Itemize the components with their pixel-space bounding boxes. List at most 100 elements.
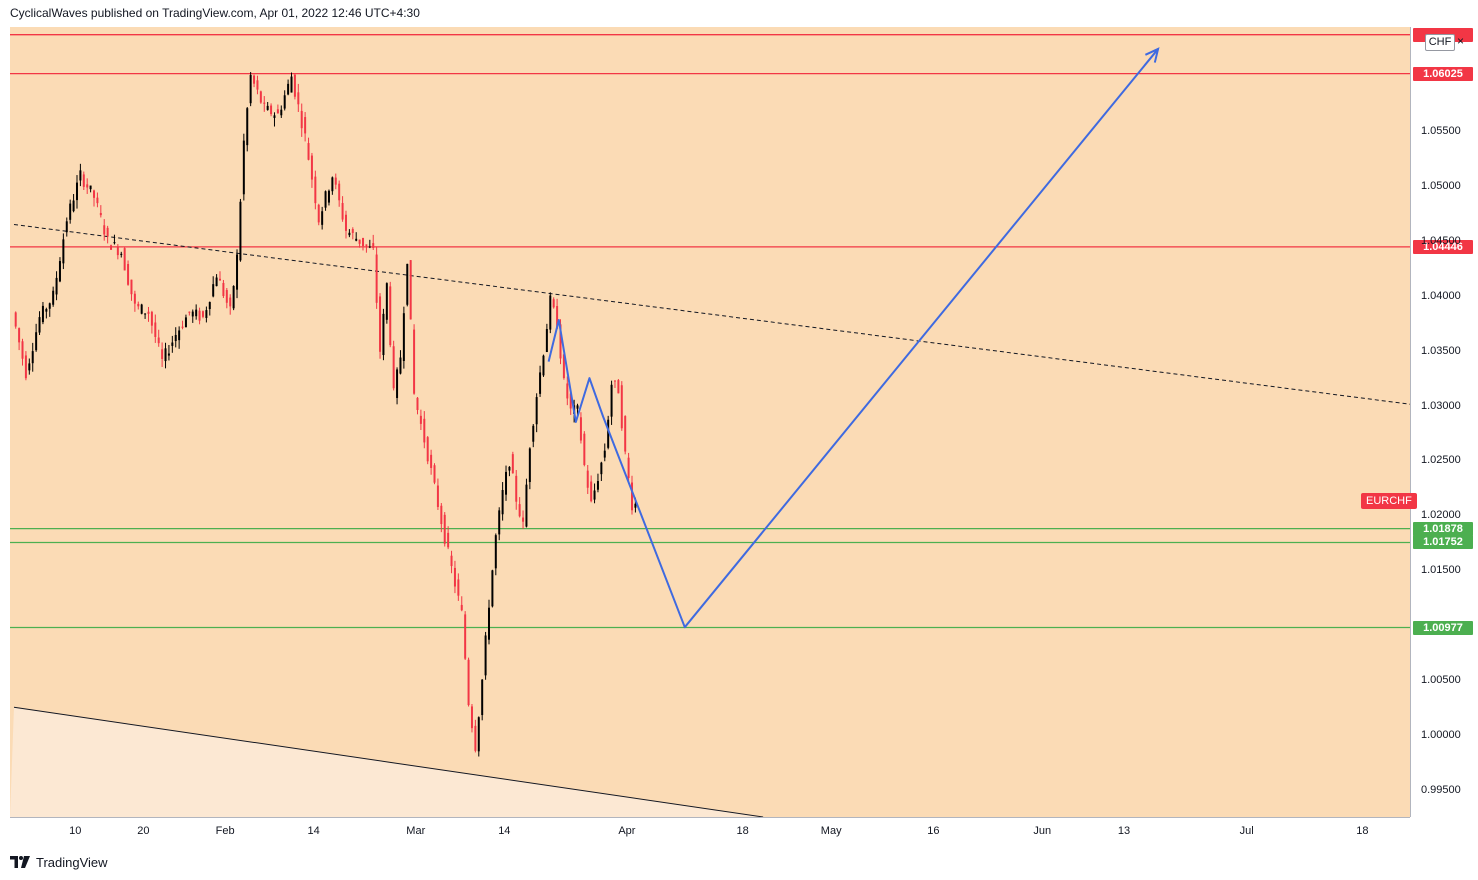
candle-body — [443, 514, 446, 544]
candle-body — [106, 227, 109, 237]
candle-body — [576, 405, 579, 409]
price-tick-label: 1.04000 — [1421, 289, 1461, 302]
candle-body — [365, 244, 368, 246]
candle-body — [474, 725, 477, 751]
candle-body — [505, 471, 508, 495]
candle-body — [583, 433, 586, 465]
time-tick-label: Feb — [215, 825, 235, 837]
candle-body — [436, 485, 439, 507]
candle-body — [600, 462, 603, 475]
candle-body — [338, 183, 341, 201]
close-icon[interactable]: × — [1457, 34, 1465, 48]
candle-body — [348, 232, 351, 236]
candle-body — [52, 290, 55, 305]
time-tick-label: 18 — [1356, 825, 1369, 837]
candle-body — [515, 475, 518, 502]
price-tick-label: 1.00000 — [1421, 728, 1461, 741]
level-price-label: 1.01878 — [1413, 521, 1473, 536]
candle-body — [184, 317, 187, 328]
candle-body — [18, 328, 21, 343]
candle-body — [413, 329, 416, 394]
candle-body — [327, 190, 330, 203]
candle-body — [368, 246, 371, 248]
footer-branding[interactable]: TradingView — [10, 852, 108, 872]
candle-body — [137, 303, 140, 307]
time-tick-label: 14 — [307, 825, 320, 837]
price-tick-label: 0.99500 — [1421, 783, 1461, 796]
candle-body — [205, 310, 208, 318]
candle-body — [89, 185, 92, 190]
level-price-label: 1.00977 — [1413, 620, 1473, 635]
solid-trendline[interactable] — [13, 706, 764, 817]
currency-badge[interactable]: CHF — [1425, 34, 1455, 51]
candle-body — [610, 384, 613, 417]
candle-body — [280, 109, 283, 116]
time-axis[interactable]: 10 20 Feb 14 Mar 14 Apr 18 May 16 Jun 13 Jul 18 — [10, 817, 1410, 846]
candle-body — [525, 484, 528, 527]
candle-body — [164, 348, 167, 362]
candle-body — [423, 418, 426, 443]
candle-body — [498, 510, 501, 535]
candle-body — [484, 635, 487, 676]
candle-body — [406, 263, 409, 305]
trendlines — [13, 224, 1410, 817]
candle-body — [508, 466, 511, 471]
candle-body — [549, 295, 552, 330]
candle-body — [494, 535, 497, 569]
candle-body — [41, 305, 44, 323]
candle-body — [273, 115, 276, 118]
price-axis[interactable]: 1.06025 1.04446 1.01878 1.01752 1.00977 0.995… — [1410, 27, 1478, 817]
candle-body — [287, 83, 290, 95]
candle-body — [522, 517, 525, 522]
candle-body — [539, 372, 542, 394]
candle-body — [270, 105, 273, 115]
candle-body — [72, 200, 75, 212]
candle-body — [290, 76, 293, 93]
candle-body — [426, 437, 429, 462]
candle-body — [293, 74, 296, 97]
candle-body — [297, 92, 300, 105]
candle-body — [511, 454, 514, 474]
candle-body — [607, 419, 610, 448]
candle-body — [491, 570, 494, 607]
candle-body — [355, 238, 358, 241]
candle-body — [195, 309, 198, 317]
candle-body — [133, 293, 136, 304]
candle-body — [198, 310, 201, 321]
candle-body — [150, 311, 153, 326]
chart-background — [10, 27, 1410, 817]
candle-body — [123, 248, 126, 271]
candle-body — [566, 383, 569, 399]
candle-body — [147, 311, 150, 314]
candle-body — [144, 313, 147, 315]
candle-body — [603, 450, 606, 458]
price-chart[interactable] — [10, 27, 1410, 817]
candle-body — [229, 297, 232, 307]
candle-body — [79, 170, 82, 181]
candle-body — [317, 204, 320, 223]
candle-body — [542, 355, 545, 376]
dashed-trendline[interactable] — [13, 224, 1410, 408]
projection-path — [547, 47, 1160, 629]
candle-body — [96, 197, 99, 204]
candle-body — [433, 465, 436, 483]
candle-body — [464, 614, 467, 659]
candle-body — [627, 457, 630, 479]
candle-body — [631, 482, 634, 511]
candle-body — [450, 555, 453, 567]
candle-body — [113, 242, 116, 244]
candle-body — [314, 176, 317, 204]
time-tick-label: 10 — [69, 825, 82, 837]
candle-body — [528, 448, 531, 483]
candle-body — [259, 91, 262, 103]
time-tick-label: 14 — [498, 825, 511, 837]
candle-body — [266, 105, 269, 110]
candle-body — [331, 177, 334, 192]
projection-polyline[interactable] — [547, 48, 1159, 629]
candle-body — [372, 243, 375, 248]
candle-body — [617, 380, 620, 394]
candle-body — [35, 332, 38, 351]
candle-body — [188, 311, 191, 313]
candle-body — [556, 306, 559, 329]
time-tick-label: Mar — [406, 825, 426, 837]
